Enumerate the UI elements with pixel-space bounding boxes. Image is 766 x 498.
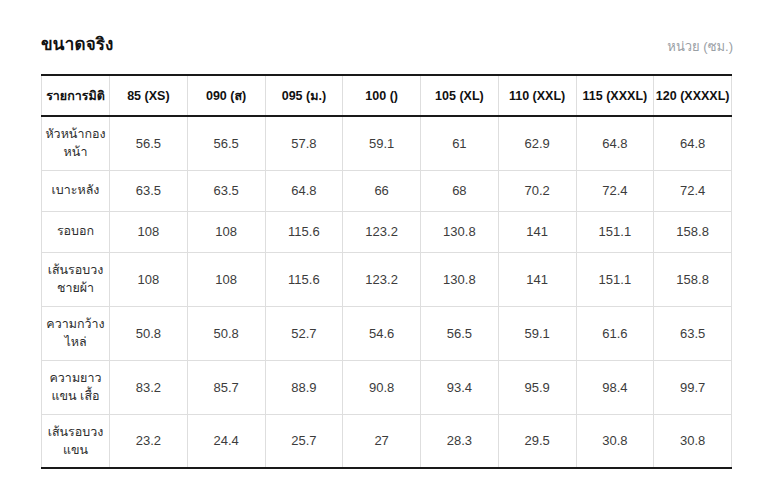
size-cell: 130.8 <box>421 211 499 252</box>
column-header-size-110: 110 (XXL) <box>498 75 576 116</box>
column-header-size-105: 105 (XL) <box>421 75 499 116</box>
size-cell: 52.7 <box>265 306 343 360</box>
size-cell: 108 <box>187 211 265 252</box>
size-cell: 23.2 <box>110 414 188 468</box>
size-cell: 59.1 <box>498 306 576 360</box>
size-cell: 56.5 <box>421 306 499 360</box>
table-row: เส้นรอบวง แขน 23.2 24.4 25.7 27 28.3 29.… <box>42 414 732 468</box>
size-cell: 108 <box>187 252 265 306</box>
size-cell: 72.4 <box>654 170 732 211</box>
size-cell: 123.2 <box>343 252 421 306</box>
column-header-size-095: 095 (ม.) <box>265 75 343 116</box>
table-row: ความยาวแขน เสื้อ 83.2 85.7 88.9 90.8 93.… <box>42 360 732 414</box>
size-chart-section: ขนาดจริง หน่วย (ซม.) รายการมิติ 85 (XS) … <box>0 0 766 469</box>
size-cell: 70.2 <box>498 170 576 211</box>
size-cell: 115.6 <box>265 252 343 306</box>
table-row: เส้นรอบวง ชายผ้า 108 108 115.6 123.2 130… <box>42 252 732 306</box>
size-cell: 54.6 <box>343 306 421 360</box>
size-cell: 108 <box>110 252 188 306</box>
size-cell: 83.2 <box>110 360 188 414</box>
size-cell: 115.6 <box>265 211 343 252</box>
size-cell: 63.5 <box>654 306 732 360</box>
size-cell: 95.9 <box>498 360 576 414</box>
size-cell: 59.1 <box>343 116 421 170</box>
size-cell: 88.9 <box>265 360 343 414</box>
size-cell: 68 <box>421 170 499 211</box>
size-cell: 66 <box>343 170 421 211</box>
size-cell: 64.8 <box>265 170 343 211</box>
size-cell: 57.8 <box>265 116 343 170</box>
size-cell: 72.4 <box>576 170 654 211</box>
row-label: รอบอก <box>42 211 110 252</box>
size-cell: 151.1 <box>576 252 654 306</box>
size-cell: 63.5 <box>187 170 265 211</box>
size-cell: 90.8 <box>343 360 421 414</box>
size-cell: 151.1 <box>576 211 654 252</box>
row-label: เส้นรอบวง แขน <box>42 414 110 468</box>
size-cell: 141 <box>498 211 576 252</box>
unit-label: หน่วย (ซม.) <box>667 36 733 57</box>
size-cell: 29.5 <box>498 414 576 468</box>
size-cell: 98.4 <box>576 360 654 414</box>
size-cell: 30.8 <box>576 414 654 468</box>
size-cell: 130.8 <box>421 252 499 306</box>
size-cell: 99.7 <box>654 360 732 414</box>
size-cell: 28.3 <box>421 414 499 468</box>
size-cell: 93.4 <box>421 360 499 414</box>
header-row: รายการมิติ 85 (XS) 090 (ส) 095 (ม.) 100 … <box>42 75 732 116</box>
row-label: ความกว้าง ไหล่ <box>42 306 110 360</box>
table-row: เบาะหลัง 63.5 63.5 64.8 66 68 70.2 72.4 … <box>42 170 732 211</box>
size-cell: 27 <box>343 414 421 468</box>
column-header-dimension: รายการมิติ <box>42 75 110 116</box>
table-row: รอบอก 108 108 115.6 123.2 130.8 141 151.… <box>42 211 732 252</box>
size-cell: 24.4 <box>187 414 265 468</box>
table-row: ความกว้าง ไหล่ 50.8 50.8 52.7 54.6 56.5 … <box>42 306 732 360</box>
section-header: ขนาดจริง หน่วย (ซม.) <box>41 30 735 57</box>
table-row: หัวหน้ากอง หน้า 56.5 56.5 57.8 59.1 61 6… <box>42 116 732 170</box>
size-cell: 30.8 <box>654 414 732 468</box>
row-label: เส้นรอบวง ชายผ้า <box>42 252 110 306</box>
row-label: ความยาวแขน เสื้อ <box>42 360 110 414</box>
size-cell: 56.5 <box>110 116 188 170</box>
row-label: เบาะหลัง <box>42 170 110 211</box>
size-cell: 25.7 <box>265 414 343 468</box>
size-cell: 158.8 <box>654 252 732 306</box>
size-cell: 108 <box>110 211 188 252</box>
size-cell: 64.8 <box>576 116 654 170</box>
size-cell: 158.8 <box>654 211 732 252</box>
column-header-size-120: 120 (XXXXL) <box>654 75 732 116</box>
size-table: รายการมิติ 85 (XS) 090 (ส) 095 (ม.) 100 … <box>41 74 732 469</box>
size-cell: 50.8 <box>187 306 265 360</box>
size-cell: 64.8 <box>654 116 732 170</box>
size-cell: 61.6 <box>576 306 654 360</box>
column-header-size-115: 115 (XXXL) <box>576 75 654 116</box>
column-header-size-090: 090 (ส) <box>187 75 265 116</box>
size-cell: 123.2 <box>343 211 421 252</box>
size-cell: 61 <box>421 116 499 170</box>
size-cell: 56.5 <box>187 116 265 170</box>
column-header-size-100: 100 () <box>343 75 421 116</box>
page-title: ขนาดจริง <box>41 30 114 57</box>
size-cell: 50.8 <box>110 306 188 360</box>
size-cell: 62.9 <box>498 116 576 170</box>
row-label: หัวหน้ากอง หน้า <box>42 116 110 170</box>
size-cell: 141 <box>498 252 576 306</box>
size-cell: 63.5 <box>110 170 188 211</box>
column-header-size-85: 85 (XS) <box>110 75 188 116</box>
size-cell: 85.7 <box>187 360 265 414</box>
